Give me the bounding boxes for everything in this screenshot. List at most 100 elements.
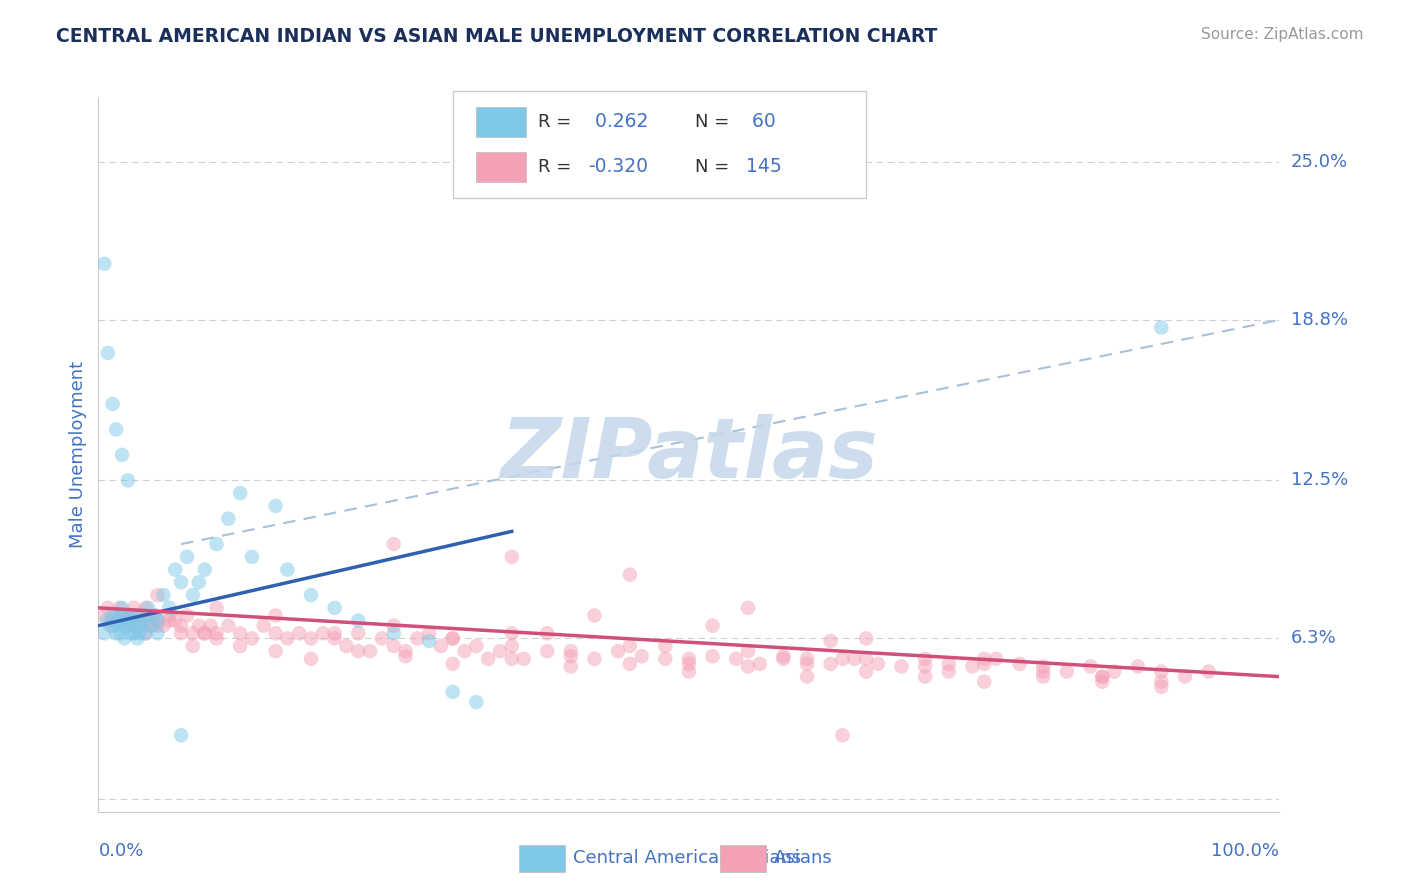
Point (176, 549, 198, 564)
Point (125, 618, 148, 632)
Point (165, 614, 187, 628)
Point (240, 632, 263, 646)
Point (560, 659, 582, 673)
Point (146, 618, 169, 632)
Point (170, 618, 193, 632)
Point (111, 608, 134, 623)
Point (737, 600, 759, 615)
Point (1198, 665, 1220, 679)
Point (129, 614, 152, 628)
Point (501, 639, 523, 653)
Point (1056, 665, 1078, 679)
Point (702, 618, 724, 632)
Point (143, 608, 166, 623)
Point (406, 632, 429, 646)
Point (135, 626, 157, 640)
Point (607, 644, 630, 658)
Point (181, 588, 204, 602)
Point (122, 614, 145, 628)
Point (855, 652, 877, 666)
Point (120, 626, 142, 640)
Point (105, 422, 128, 436)
Point (132, 614, 155, 628)
Text: R =: R = (537, 112, 571, 130)
Point (105, 626, 128, 640)
Point (619, 639, 641, 653)
Point (98, 614, 121, 628)
Text: Asians: Asians (773, 849, 832, 867)
Point (146, 588, 169, 602)
Point (844, 652, 866, 666)
Text: 0.262: 0.262 (589, 112, 648, 131)
Point (536, 644, 558, 658)
Point (583, 608, 606, 623)
Point (187, 575, 209, 590)
Point (205, 626, 228, 640)
Point (117, 618, 139, 632)
Point (619, 567, 641, 582)
Point (1032, 670, 1054, 684)
Point (820, 657, 842, 671)
Point (382, 618, 405, 632)
Point (1091, 670, 1114, 684)
Point (121, 608, 143, 623)
Text: 100.0%: 100.0% (1212, 842, 1279, 860)
Point (112, 632, 135, 646)
Point (111, 614, 134, 628)
Point (194, 626, 217, 640)
Point (217, 511, 239, 525)
Point (560, 649, 582, 664)
Point (359, 644, 381, 658)
Point (229, 639, 252, 653)
Text: R =: R = (537, 158, 571, 176)
Point (264, 644, 287, 658)
Point (725, 652, 748, 666)
Point (654, 639, 676, 653)
Point (93, 257, 115, 271)
Point (489, 644, 512, 658)
Point (831, 728, 853, 742)
Point (962, 659, 984, 673)
Point (96, 614, 118, 628)
Point (101, 397, 124, 411)
Point (441, 632, 464, 646)
Point (146, 626, 169, 640)
Point (748, 657, 770, 671)
Point (737, 659, 759, 673)
Point (855, 665, 877, 679)
Point (866, 657, 889, 671)
Point (973, 657, 995, 671)
Point (772, 649, 794, 664)
FancyBboxPatch shape (477, 107, 526, 137)
Point (1150, 320, 1173, 334)
Point (347, 626, 370, 640)
Point (477, 652, 499, 666)
FancyBboxPatch shape (477, 153, 526, 182)
Point (560, 644, 582, 658)
Point (737, 644, 759, 658)
Point (465, 695, 488, 709)
Text: CENTRAL AMERICAN INDIAN VS ASIAN MALE UNEMPLOYMENT CORRELATION CHART: CENTRAL AMERICAN INDIAN VS ASIAN MALE UN… (56, 27, 938, 45)
Point (152, 588, 174, 602)
Point (132, 618, 155, 632)
Y-axis label: Male Unemployment: Male Unemployment (69, 361, 87, 549)
Point (323, 626, 346, 640)
Point (170, 626, 193, 640)
Point (205, 600, 228, 615)
Point (299, 588, 322, 602)
Point (1091, 670, 1114, 684)
Point (536, 626, 558, 640)
Point (501, 549, 523, 564)
Point (796, 652, 818, 666)
Point (938, 657, 960, 671)
Point (146, 614, 169, 628)
Point (299, 632, 322, 646)
Point (240, 549, 263, 564)
Point (890, 659, 912, 673)
Point (101, 618, 124, 632)
Point (194, 563, 217, 577)
Point (181, 639, 204, 653)
Text: Central American Indians: Central American Indians (574, 849, 801, 867)
Point (914, 652, 936, 666)
Point (1080, 659, 1102, 673)
